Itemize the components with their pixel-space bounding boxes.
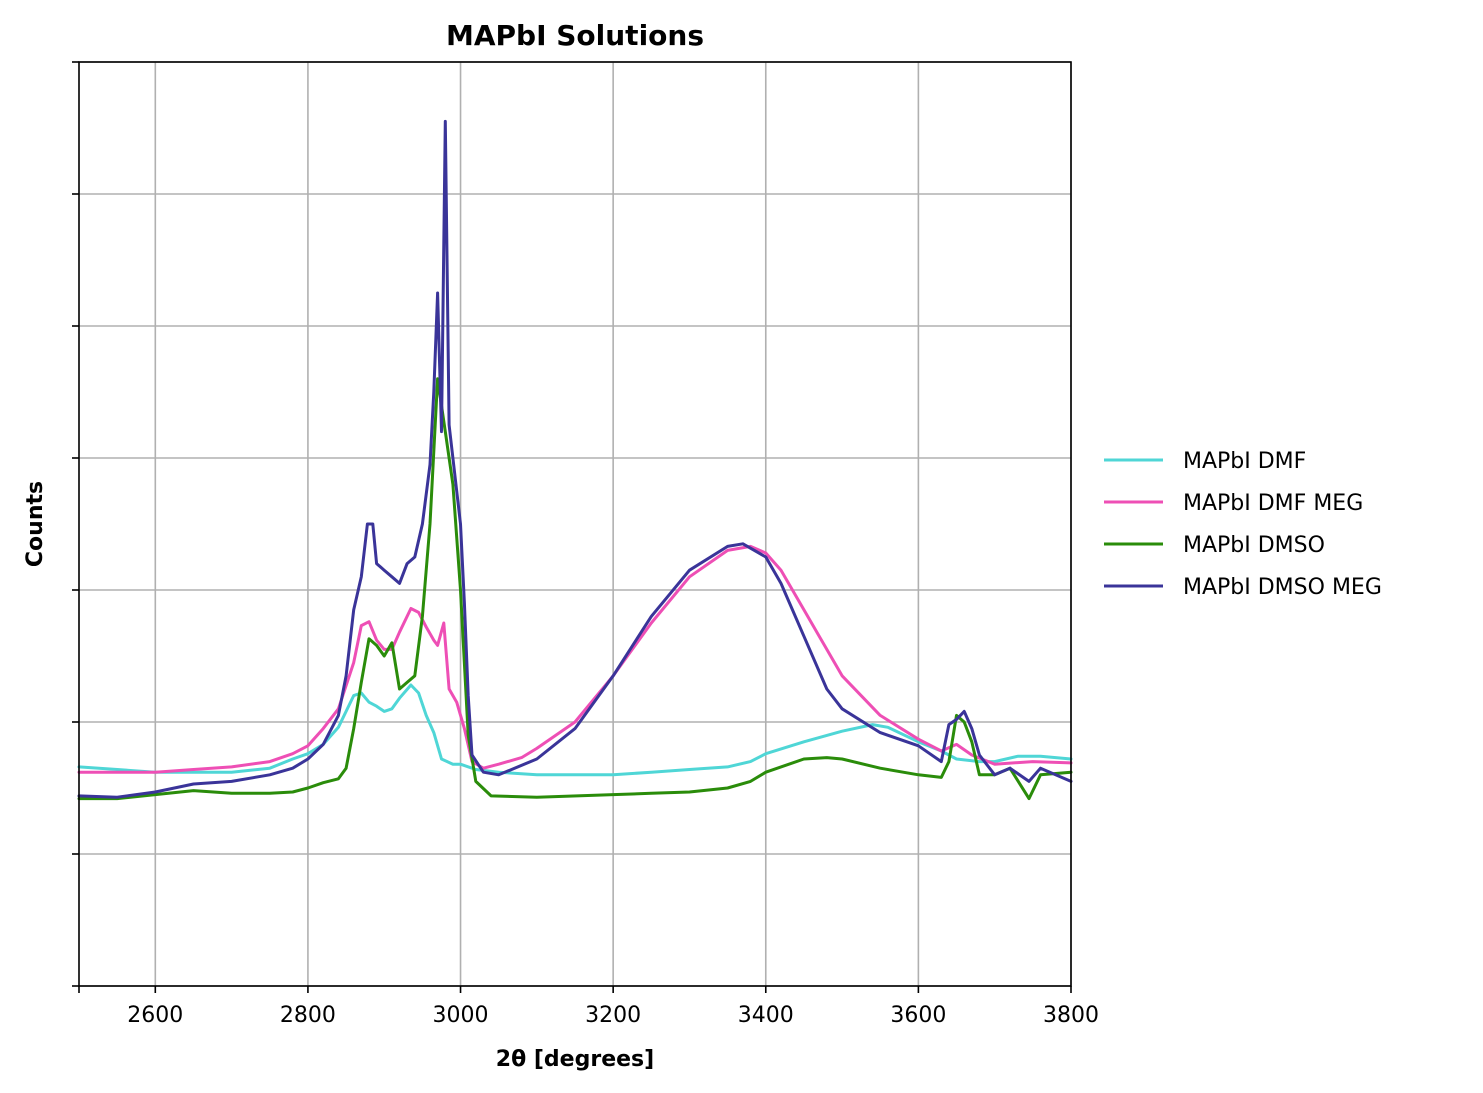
x-axis-label: 2θ [degrees] xyxy=(496,1047,654,1072)
x-tick-label-6: 3800 xyxy=(1043,1003,1099,1028)
x-tick-label-2: 3000 xyxy=(433,1003,489,1028)
y-axis xyxy=(72,61,79,987)
plot-frame xyxy=(78,61,1072,987)
series-line-0 xyxy=(77,683,1073,777)
x-axis: 2600 2800 3000 3200 3400 3600 3800 xyxy=(78,986,1099,1028)
x-tick-label-1: 2800 xyxy=(280,1003,336,1028)
legend-label-0: MAPbI DMF xyxy=(1183,449,1306,474)
legend: MAPbI DMF MAPbI DMF MEG MAPbI DMSO MAPbI DM… xyxy=(1104,449,1382,600)
x-tick-label-3: 3200 xyxy=(585,1003,641,1028)
legend-label-2: MAPbI DMSO xyxy=(1183,533,1325,558)
legend-label-3: MAPbI DMSO MEG xyxy=(1183,575,1382,600)
series-line-2 xyxy=(77,377,1073,801)
series-line-3 xyxy=(77,119,1073,799)
legend-label-1: MAPbI DMF MEG xyxy=(1183,491,1363,516)
x-tick-label-0: 2600 xyxy=(127,1003,183,1028)
x-tick-label-5: 3600 xyxy=(890,1003,946,1028)
series-line-1 xyxy=(77,544,1073,774)
x-tick-label-4: 3400 xyxy=(738,1003,794,1028)
y-axis-label: Counts xyxy=(23,481,48,567)
series-layer xyxy=(77,119,1073,801)
chart-title: MAPbI Solutions xyxy=(446,19,704,52)
